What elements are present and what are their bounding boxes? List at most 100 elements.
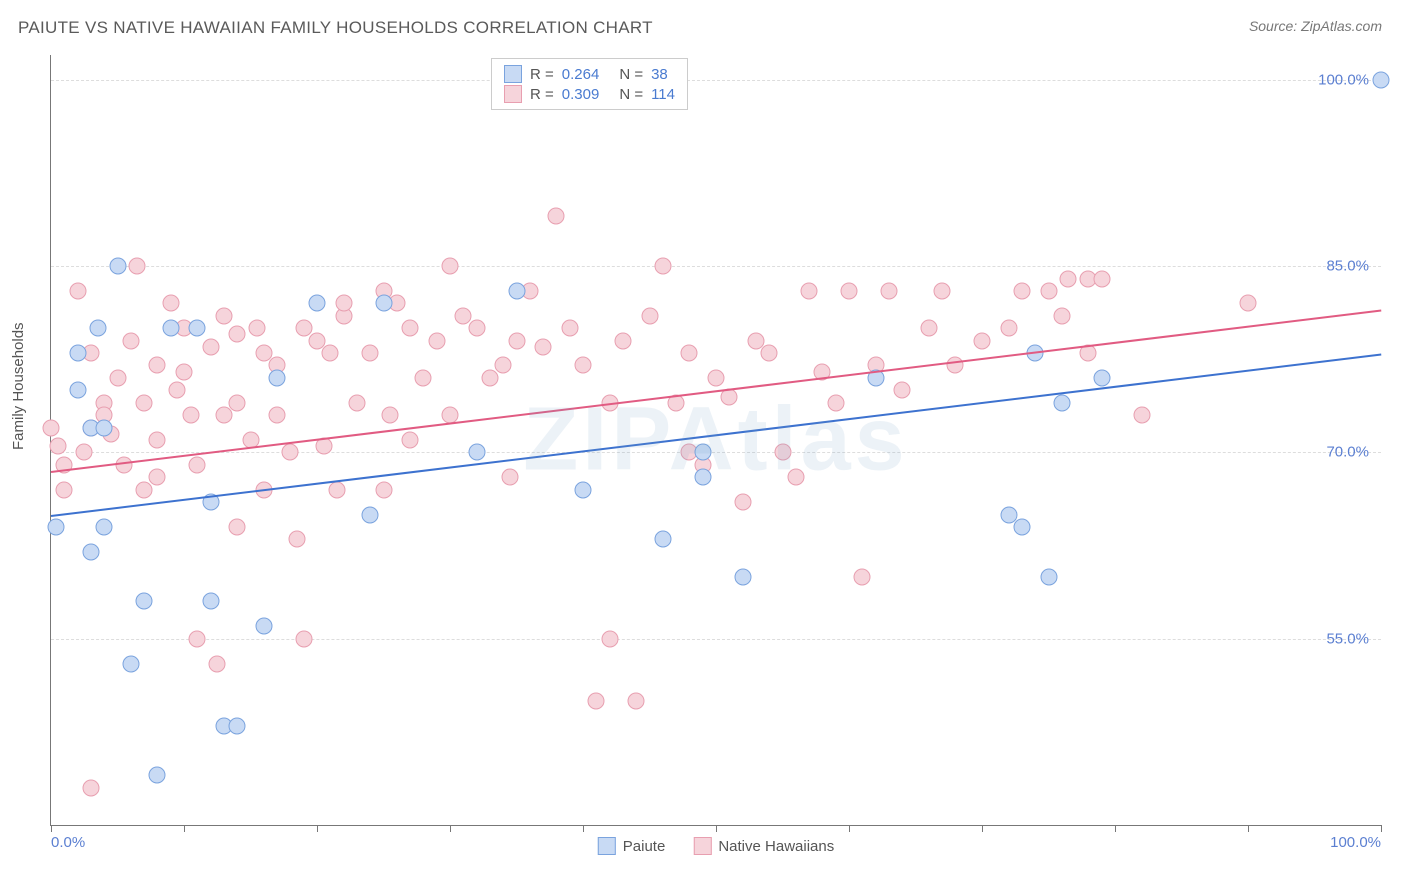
data-point-hawaiians [76,444,93,461]
data-point-hawaiians [375,481,392,498]
data-point-hawaiians [641,307,658,324]
data-point-hawaiians [348,394,365,411]
legend-label: Native Hawaiians [718,838,834,855]
data-point-hawaiians [481,369,498,386]
data-point-hawaiians [215,307,232,324]
data-point-paiute [82,543,99,560]
legend-row-paiute: R =0.264N =38 [504,64,675,84]
r-label: R = [530,66,554,83]
legend-item-hawaiians: Native Hawaiians [693,837,834,855]
data-point-paiute [96,518,113,535]
data-point-hawaiians [535,338,552,355]
data-point-hawaiians [189,456,206,473]
data-point-paiute [109,258,126,275]
x-tick [1248,825,1249,832]
x-tick [583,825,584,832]
data-point-hawaiians [628,692,645,709]
data-point-hawaiians [468,320,485,337]
data-point-hawaiians [289,531,306,548]
data-point-hawaiians [614,332,631,349]
data-point-hawaiians [801,282,818,299]
data-point-paiute [149,767,166,784]
data-point-hawaiians [501,469,518,486]
data-point-paiute [575,481,592,498]
r-value: 0.264 [562,66,600,83]
data-point-paiute [69,382,86,399]
data-point-hawaiians [508,332,525,349]
data-point-hawaiians [229,326,246,343]
data-point-hawaiians [176,363,193,380]
data-point-paiute [694,444,711,461]
data-point-hawaiians [149,357,166,374]
data-point-paiute [202,593,219,610]
x-tick-label: 0.0% [51,834,85,851]
data-point-hawaiians [322,345,339,362]
data-point-hawaiians [1013,282,1030,299]
data-point-hawaiians [149,432,166,449]
data-point-paiute [362,506,379,523]
data-point-hawaiians [362,345,379,362]
n-value: 38 [651,66,668,83]
data-point-hawaiians [920,320,937,337]
data-point-paiute [136,593,153,610]
data-point-paiute [89,320,106,337]
gridline [51,80,1381,81]
data-point-hawaiians [761,345,778,362]
legend-swatch [598,837,616,855]
data-point-hawaiians [136,481,153,498]
data-point-hawaiians [681,345,698,362]
data-point-hawaiians [708,369,725,386]
data-point-hawaiians [328,481,345,498]
data-point-paiute [1040,568,1057,585]
data-point-hawaiians [202,338,219,355]
y-tick-label: 85.0% [1326,258,1369,275]
data-point-hawaiians [1093,270,1110,287]
data-point-hawaiians [894,382,911,399]
data-point-hawaiians [295,630,312,647]
data-point-paiute [1053,394,1070,411]
x-tick [1381,825,1382,832]
data-point-paiute [255,618,272,635]
data-point-paiute [694,469,711,486]
data-point-paiute [229,717,246,734]
legend-swatch [504,85,522,103]
legend-label: Paiute [623,838,666,855]
data-point-hawaiians [841,282,858,299]
data-point-hawaiians [974,332,991,349]
data-point-hawaiians [182,407,199,424]
data-point-hawaiians [129,258,146,275]
data-point-paiute [468,444,485,461]
data-point-hawaiians [654,258,671,275]
data-point-paiute [96,419,113,436]
data-point-paiute [508,282,525,299]
data-point-hawaiians [189,630,206,647]
chart-title: PAIUTE VS NATIVE HAWAIIAN FAMILY HOUSEHO… [18,18,653,38]
data-point-hawaiians [1000,320,1017,337]
data-point-hawaiians [56,481,73,498]
data-point-hawaiians [402,320,419,337]
data-point-hawaiians [1053,307,1070,324]
data-point-hawaiians [854,568,871,585]
data-point-hawaiians [442,258,459,275]
series-legend: Paiute Native Hawaiians [598,837,834,855]
data-point-hawaiians [588,692,605,709]
n-label: N = [619,86,643,103]
gridline [51,639,1381,640]
data-point-hawaiians [934,282,951,299]
data-point-hawaiians [1040,282,1057,299]
data-point-hawaiians [229,394,246,411]
r-label: R = [530,86,554,103]
x-tick [1115,825,1116,832]
data-point-paiute [162,320,179,337]
data-point-hawaiians [169,382,186,399]
data-point-hawaiians [109,369,126,386]
x-tick [716,825,717,832]
watermark-text: ZIPAtlas [523,389,908,492]
data-point-hawaiians [415,369,432,386]
data-point-paiute [48,518,65,535]
y-tick-label: 70.0% [1326,444,1369,461]
data-point-hawaiians [1133,407,1150,424]
y-axis-label: Family Households [10,322,27,450]
gridline [51,452,1381,453]
data-point-hawaiians [162,295,179,312]
